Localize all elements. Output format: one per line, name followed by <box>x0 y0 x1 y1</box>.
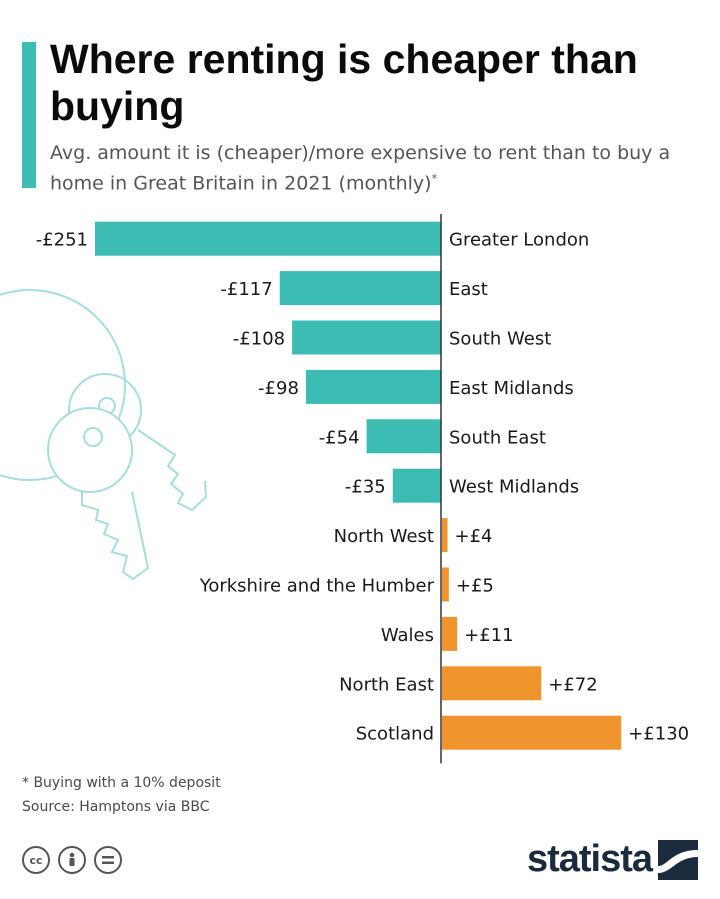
chart-title: Where renting is cheaper than buying <box>50 36 638 129</box>
footnote-source: Source: Hamptons via BBC <box>22 799 210 815</box>
category-label: South West <box>449 329 551 350</box>
category-label: North West <box>334 526 434 547</box>
footnote-block: * Buying with a 10% deposit Source: Hamp… <box>22 771 221 819</box>
value-label: +£4 <box>455 526 493 547</box>
category-label: South East <box>449 427 546 448</box>
bar-west-midlands <box>392 468 441 503</box>
value-label: -£35 <box>345 477 386 498</box>
bar-yorkshire-and-the-humber <box>442 567 449 602</box>
chart-subtitle: Avg. amount it is (cheaper)/more expensi… <box>50 141 710 196</box>
category-label: Scotland <box>356 724 434 745</box>
bar-scotland <box>442 715 622 750</box>
category-label: East Midlands <box>449 378 574 399</box>
equals-icon <box>94 846 122 874</box>
category-label: North East <box>339 674 434 695</box>
value-label: -£251 <box>36 230 88 251</box>
front-key-icon <box>47 407 150 581</box>
value-label: -£117 <box>220 279 272 300</box>
subtitle-text: Avg. amount it is (cheaper)/more expensi… <box>50 142 671 195</box>
brand-name: statista <box>526 838 653 880</box>
cc-icon: cc <box>22 846 50 874</box>
value-label: -£98 <box>258 378 299 399</box>
bar-south-east <box>366 419 441 454</box>
bar-east <box>279 271 441 306</box>
value-label: +£5 <box>456 576 494 597</box>
keys-ring-circle <box>0 289 126 481</box>
bar-wales <box>442 616 458 651</box>
bar-greater-london <box>95 221 441 256</box>
value-label: +£72 <box>548 674 597 695</box>
value-label: +£130 <box>628 724 689 745</box>
category-label: Yorkshire and the Humber <box>199 576 435 597</box>
subtitle-footnote-mark: * <box>431 172 438 185</box>
category-label: East <box>449 279 488 300</box>
category-label: Wales <box>381 625 434 646</box>
footnote-note: * Buying with a 10% deposit <box>22 775 221 791</box>
value-label: -£108 <box>233 329 285 350</box>
bars-group: Greater London -£251 East -£117 South West -£… <box>36 221 689 750</box>
value-label: +£11 <box>464 625 513 646</box>
license-icons: cc <box>22 846 122 874</box>
brand-logo[interactable]: statista <box>527 838 698 881</box>
value-label: -£54 <box>319 427 360 448</box>
bar-north-west <box>442 518 448 553</box>
category-label: Greater London <box>449 230 589 251</box>
keys-illustration <box>0 289 208 581</box>
title-accent-bar <box>22 42 36 188</box>
statista-logo-icon <box>658 839 698 880</box>
category-label: West Midlands <box>449 477 579 498</box>
bar-south-west <box>292 320 441 355</box>
person-icon <box>58 846 86 874</box>
bar-east-midlands <box>305 369 441 404</box>
bar-north-east <box>442 666 542 701</box>
